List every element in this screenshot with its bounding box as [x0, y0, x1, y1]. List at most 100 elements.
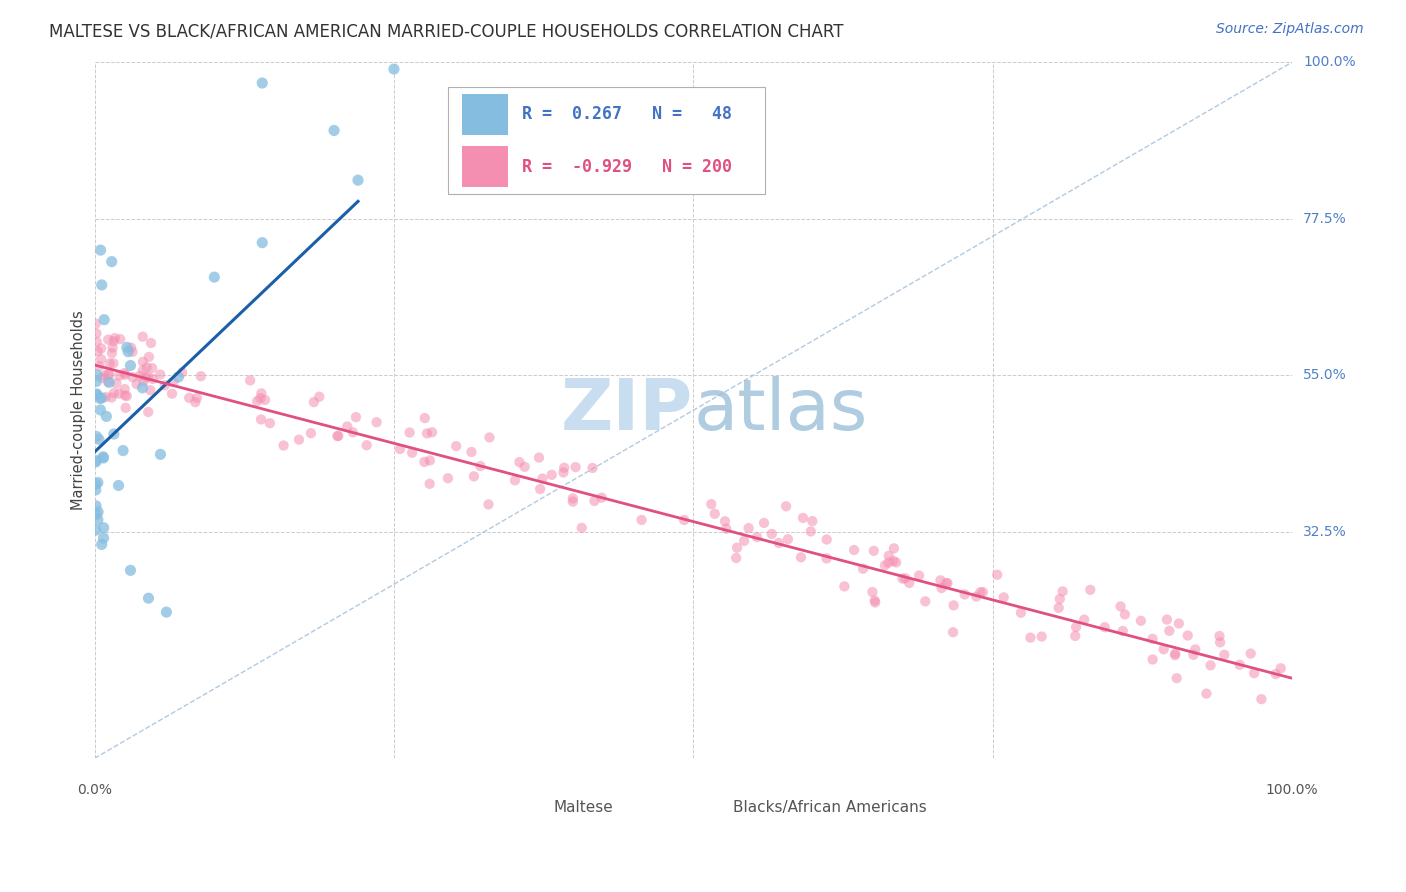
- Point: [172, 366, 194, 380]
- Point: [302, 395, 325, 409]
- Point: [972, 585, 994, 599]
- Point: [90, 351, 112, 366]
- Point: [1229, 657, 1251, 672]
- Point: [503, 473, 526, 487]
- Point: [108, 386, 131, 401]
- Text: 55.0%: 55.0%: [1303, 368, 1347, 383]
- Point: [1064, 629, 1087, 643]
- Point: [86, 368, 108, 382]
- Point: [366, 415, 388, 429]
- Point: [993, 591, 1015, 605]
- Point: [87, 505, 110, 519]
- Text: Source: ZipAtlas.com: Source: ZipAtlas.com: [1216, 22, 1364, 37]
- Point: [1156, 613, 1178, 627]
- Point: [128, 368, 150, 383]
- Point: [100, 391, 122, 405]
- Point: [420, 425, 443, 440]
- Point: [801, 514, 824, 528]
- Point: [725, 541, 748, 555]
- Point: [862, 585, 884, 599]
- Point: [86, 375, 108, 389]
- Point: [120, 563, 142, 577]
- Point: [1243, 666, 1265, 681]
- Point: [673, 513, 696, 527]
- Point: [1114, 607, 1136, 622]
- Point: [184, 395, 207, 409]
- Point: [86, 429, 108, 443]
- Point: [103, 334, 125, 349]
- Point: [1240, 647, 1263, 661]
- Point: [883, 541, 905, 556]
- Point: [1250, 692, 1272, 706]
- Point: [190, 369, 212, 384]
- Point: [929, 574, 952, 588]
- Point: [90, 537, 112, 551]
- Point: [477, 497, 499, 511]
- Point: [531, 472, 554, 486]
- Point: [1177, 628, 1199, 642]
- Point: [84, 453, 107, 467]
- Point: [1209, 635, 1232, 649]
- Point: [891, 572, 914, 586]
- Point: [862, 544, 884, 558]
- Point: [93, 312, 115, 326]
- Point: [179, 391, 201, 405]
- Point: [716, 522, 738, 536]
- Point: [914, 594, 936, 608]
- Point: [388, 442, 411, 456]
- Point: [1213, 648, 1236, 662]
- Point: [513, 459, 536, 474]
- Point: [108, 368, 131, 383]
- Point: [790, 550, 813, 565]
- Point: [1109, 599, 1132, 614]
- Bar: [688, 795, 723, 821]
- Bar: [463, 95, 508, 135]
- Text: 32.5%: 32.5%: [1303, 525, 1347, 539]
- Point: [132, 363, 155, 377]
- Point: [98, 356, 121, 370]
- Point: [444, 439, 467, 453]
- Point: [1264, 667, 1286, 681]
- Point: [89, 359, 111, 373]
- Point: [121, 370, 143, 384]
- Point: [89, 392, 111, 406]
- Point: [529, 482, 551, 496]
- Point: [1052, 584, 1074, 599]
- Point: [1094, 620, 1116, 634]
- Point: [553, 466, 575, 480]
- Point: [202, 270, 225, 285]
- Point: [167, 370, 190, 384]
- Point: [1078, 582, 1101, 597]
- Point: [101, 341, 124, 355]
- FancyBboxPatch shape: [449, 87, 765, 194]
- Point: [965, 590, 987, 604]
- Point: [138, 591, 160, 606]
- Point: [249, 391, 271, 405]
- Point: [1019, 631, 1042, 645]
- Text: 0.0%: 0.0%: [77, 783, 112, 797]
- Point: [894, 571, 917, 585]
- Point: [97, 333, 120, 347]
- Point: [135, 360, 157, 375]
- Point: [792, 511, 814, 525]
- Point: [873, 558, 896, 573]
- Point: [413, 411, 436, 425]
- Point: [737, 521, 759, 535]
- Point: [115, 340, 138, 354]
- Point: [252, 235, 274, 250]
- Point: [470, 458, 492, 473]
- Point: [1167, 616, 1189, 631]
- Point: [93, 521, 115, 535]
- Point: [141, 361, 163, 376]
- Point: [86, 326, 108, 341]
- Point: [733, 533, 755, 548]
- Point: [561, 494, 583, 508]
- Point: [344, 410, 367, 425]
- Point: [86, 387, 108, 401]
- Point: [398, 425, 420, 440]
- Point: [117, 344, 139, 359]
- Point: [98, 376, 121, 390]
- Text: 77.5%: 77.5%: [1303, 211, 1347, 226]
- Point: [97, 375, 120, 389]
- Point: [419, 453, 441, 467]
